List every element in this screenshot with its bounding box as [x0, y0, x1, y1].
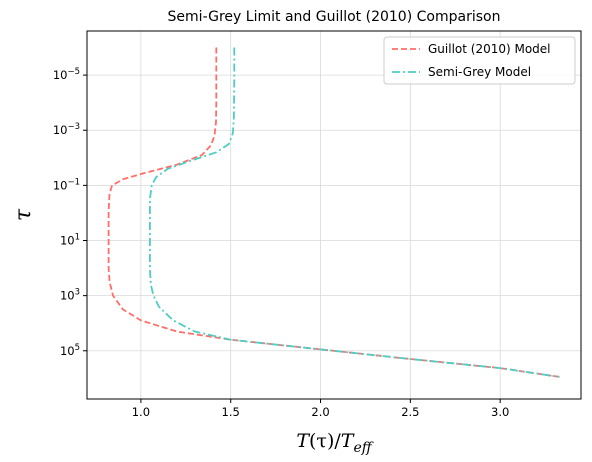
x-label-sub: eff [353, 440, 373, 456]
x-label-t: T [296, 430, 310, 452]
x-tick-label: 1.5 [222, 405, 240, 419]
x-axis-ticks: 1.0 1.5 2.0 2.5 3.0 [132, 399, 509, 419]
legend-box [383, 36, 576, 85]
y-tick-label: 10−1 [53, 177, 80, 192]
x-tick-label: 1.0 [132, 405, 150, 419]
series-line-semi-grey [149, 47, 560, 378]
y-tick-label: 105 [60, 343, 80, 358]
series-line-guillot [107, 47, 560, 378]
legend-label-semigrey: Semi-Grey Model [428, 65, 531, 79]
x-tick-label: 2.0 [311, 405, 329, 419]
y-tick-label: 101 [60, 232, 80, 247]
x-axis-label: T(τ)/Teff [296, 430, 373, 456]
x-tick-label: 2.5 [401, 405, 419, 419]
legend-label-guillot: Guillot (2010) Model [428, 42, 551, 56]
series-layer [107, 47, 560, 378]
plot-frame [86, 30, 582, 400]
chart-title: Semi-Grey Limit and Guillot (2010) Compa… [168, 9, 501, 25]
y-tick-label: 103 [60, 288, 80, 303]
y-tick-label: 10−5 [53, 67, 80, 82]
x-label-tau: (τ)/ [309, 430, 341, 452]
x-tick-label: 3.0 [491, 405, 509, 419]
y-axis-ticks: 10−5 10−3 10−1 101 103 105 [53, 67, 87, 358]
y-axis-label: τ [11, 208, 36, 221]
grid [87, 31, 581, 399]
x-label-t2: T [341, 430, 355, 452]
y-tick-label: 10−3 [53, 122, 80, 137]
legend: Guillot (2010) Model Semi-Grey Model [383, 36, 576, 85]
